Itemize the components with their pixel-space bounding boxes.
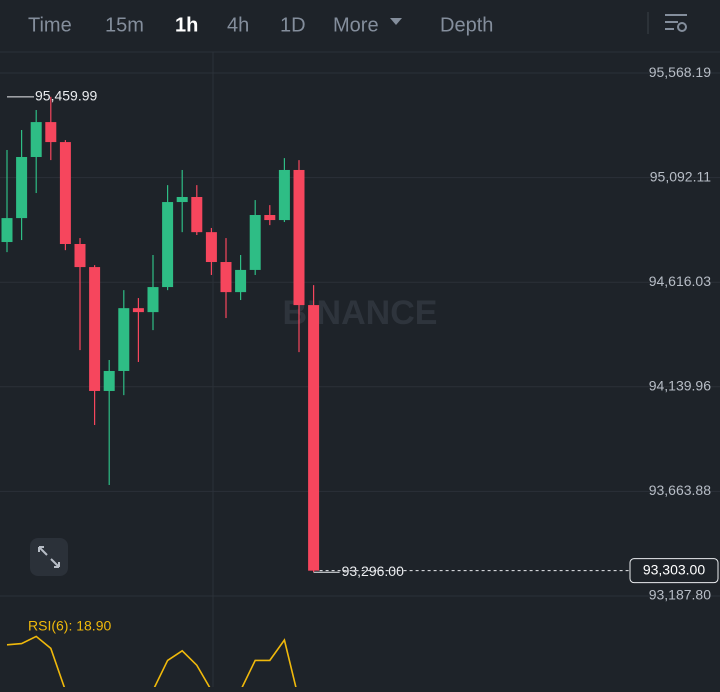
y-tick-label: 93,663.88 [649, 482, 711, 498]
max-marker-label: 95,459.99 [35, 88, 97, 104]
candle-body [45, 122, 57, 143]
y-tick-label: 94,139.96 [649, 378, 711, 394]
toolbar-tab[interactable]: Depth [440, 14, 493, 36]
min-marker-label: 93,296.00 [342, 563, 404, 579]
candle-body [118, 308, 130, 371]
candles [1, 96, 320, 573]
candle-body [308, 305, 320, 571]
settings-icon[interactable] [665, 14, 687, 32]
candle-body [235, 269, 247, 293]
candle-body [132, 308, 144, 313]
candle-body [103, 370, 115, 391]
candle-body [264, 215, 276, 221]
candle-body [176, 196, 188, 203]
toolbar-tab[interactable]: More [333, 14, 379, 36]
rsi-line [6, 635, 298, 692]
candle-body [162, 202, 174, 288]
grid: 95,568.19 95,092.11 94,616.03 94,139.96 93,6… [0, 64, 720, 603]
candle-body [30, 122, 42, 158]
y-tick-label: 95,568.19 [649, 64, 711, 80]
y-tick-label: 95,092.11 [650, 168, 711, 184]
last-price-box [629, 558, 719, 584]
dropdown-arrow [390, 18, 402, 25]
candle-body [59, 142, 71, 245]
candle-body [205, 232, 217, 263]
last-price-label: 93,303.00 [643, 561, 705, 577]
toolbar-tab[interactable]: 1D [280, 14, 306, 36]
watermark: BINANCE [283, 294, 438, 332]
overlay: 95,459.99 93,296.00 93,303.00 [6, 88, 719, 692]
candle-body [278, 169, 290, 221]
rsi-label: RSI(6): 18.90 [28, 618, 111, 634]
candle-body [249, 215, 261, 270]
toolbar-tab[interactable]: Time [28, 14, 72, 36]
candle-body [293, 169, 305, 306]
candle-body [191, 196, 203, 233]
candle-body [89, 267, 101, 391]
candle-body [147, 287, 159, 313]
toolbar-tab[interactable]: 15m [105, 14, 144, 36]
candle-body [220, 262, 232, 293]
toolbar-tab[interactable]: 1h [175, 14, 198, 36]
candle-body [74, 244, 86, 268]
y-tick-label: 93,187.80 [649, 587, 711, 603]
toolbar-tab[interactable]: 4h [227, 14, 249, 36]
toolbar: Time 15m 1h 4h 1D More Depth [28, 14, 493, 36]
y-tick-label: 94,616.03 [649, 273, 711, 289]
expand-button[interactable] [30, 538, 68, 576]
candle-body [16, 157, 28, 219]
candle-body [1, 218, 13, 243]
